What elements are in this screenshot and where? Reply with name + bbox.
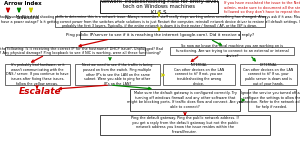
FancyBboxPatch shape [80,31,240,39]
Text: Make sure the default gateway is configured correctly. Try
turning off windows f: Make sure the default gateway is configu… [127,91,243,109]
FancyBboxPatch shape [170,47,294,55]
FancyBboxPatch shape [240,64,297,85]
FancyBboxPatch shape [100,1,218,13]
Text: Escalate: Escalate [19,87,61,96]
FancyBboxPatch shape [163,64,235,85]
Text: Yes: Yes [15,15,23,20]
Text: Neutral: Neutral [22,15,40,20]
Text: Network Troubleshooting Flow for entry level
tech on Windows machines
K.I.S.S: Network Troubleshooting Flow for entry l… [100,0,218,15]
FancyBboxPatch shape [5,64,70,85]
Text: You have used your trouble shooting skills to determine this is a network issue.: You have used your trouble shooting skil… [0,15,300,28]
Text: Ignore the service you turned off and
configure the settings to allow the
connec: Ignore the service you turned off and co… [238,91,300,109]
FancyBboxPatch shape [130,89,240,111]
FancyBboxPatch shape [100,115,270,135]
Text: It's probably bad hardware, or it
wasn't communicating with the
DNS / server. If: It's probably bad hardware, or it wasn't… [6,63,69,86]
FancyBboxPatch shape [75,64,160,85]
Text: Check the following: Is it receiving the correct IP for the hostname? DHCP issue: Check the following: Is it receiving the… [0,47,162,55]
FancyBboxPatch shape [5,47,145,55]
Text: Arrow Index: Arrow Index [4,1,42,6]
Text: Ping public IP/server to see if it is reaching the internet (google.com). Did it: Ping public IP/server to see if it is re… [66,33,254,37]
Text: No: No [4,15,11,20]
Text: Next we need to see if the traffic is being
passed on from the switch. Ping mult: Next we need to see if the traffic is be… [82,63,153,86]
Text: Ping the default gateway. Ping the public network address. If
you get a reply fr: Ping the default gateway. Ping the publi… [131,116,239,134]
Text: EXTERNAL
Can other devices on the LAN
connect to it? If so, your
public server i: EXTERNAL Can other devices on the LAN co… [243,63,294,86]
Text: If you have escalated the issue to the Network
admin, make sure to document all : If you have escalated the issue to the N… [224,1,300,14]
Text: INTERNAL
Can other devices on the LAN
connect to it? If not, you are
troubleshoo: INTERNAL Can other devices on the LAN co… [174,63,224,86]
FancyBboxPatch shape [248,89,296,111]
Text: So now we know the local machine you are working on is
functioning. Are we tryin: So now we know the local machine you are… [176,44,288,58]
FancyBboxPatch shape [55,16,265,27]
